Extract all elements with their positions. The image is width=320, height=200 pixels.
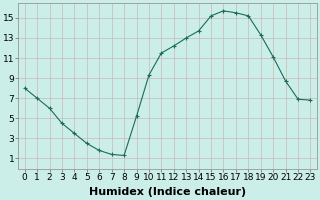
X-axis label: Humidex (Indice chaleur): Humidex (Indice chaleur) bbox=[89, 187, 246, 197]
